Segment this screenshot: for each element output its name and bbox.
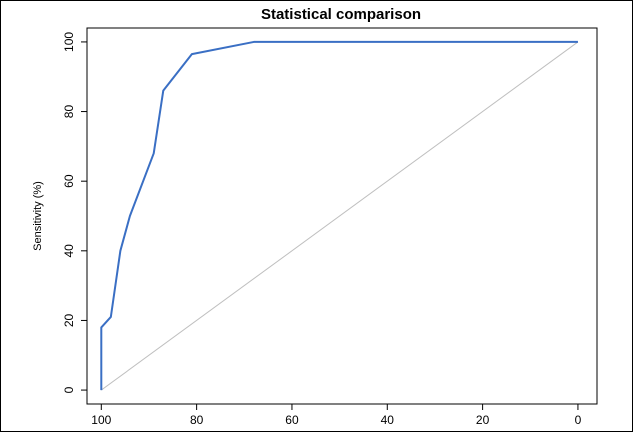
roc-curve-line [100,40,578,391]
y-tick-label: 100 [62,32,76,52]
x-tick-label: 100 [91,413,111,427]
x-axis: 100 80 60 40 20 0 [91,404,582,427]
x-tick-label: 40 [381,413,395,427]
plot-area [86,27,598,405]
y-tick-label: 0 [62,386,76,393]
y-axis: 0 20 40 60 80 100 [62,32,87,393]
x-tick-label: 80 [190,413,204,427]
x-tick-label: 0 [575,413,582,427]
chart-title: Statistical comparison [261,6,421,23]
x-tick-label: 60 [285,413,299,427]
reference-diagonal-line [101,41,579,391]
y-tick-label: 20 [62,313,76,327]
series-layer [100,40,579,391]
y-tick-label: 60 [62,174,76,188]
y-axis-label: Sensitivity (%) [32,181,44,251]
y-tick-label: 80 [62,105,76,119]
y-tick-label: 40 [62,244,76,258]
x-tick-label: 20 [476,413,490,427]
